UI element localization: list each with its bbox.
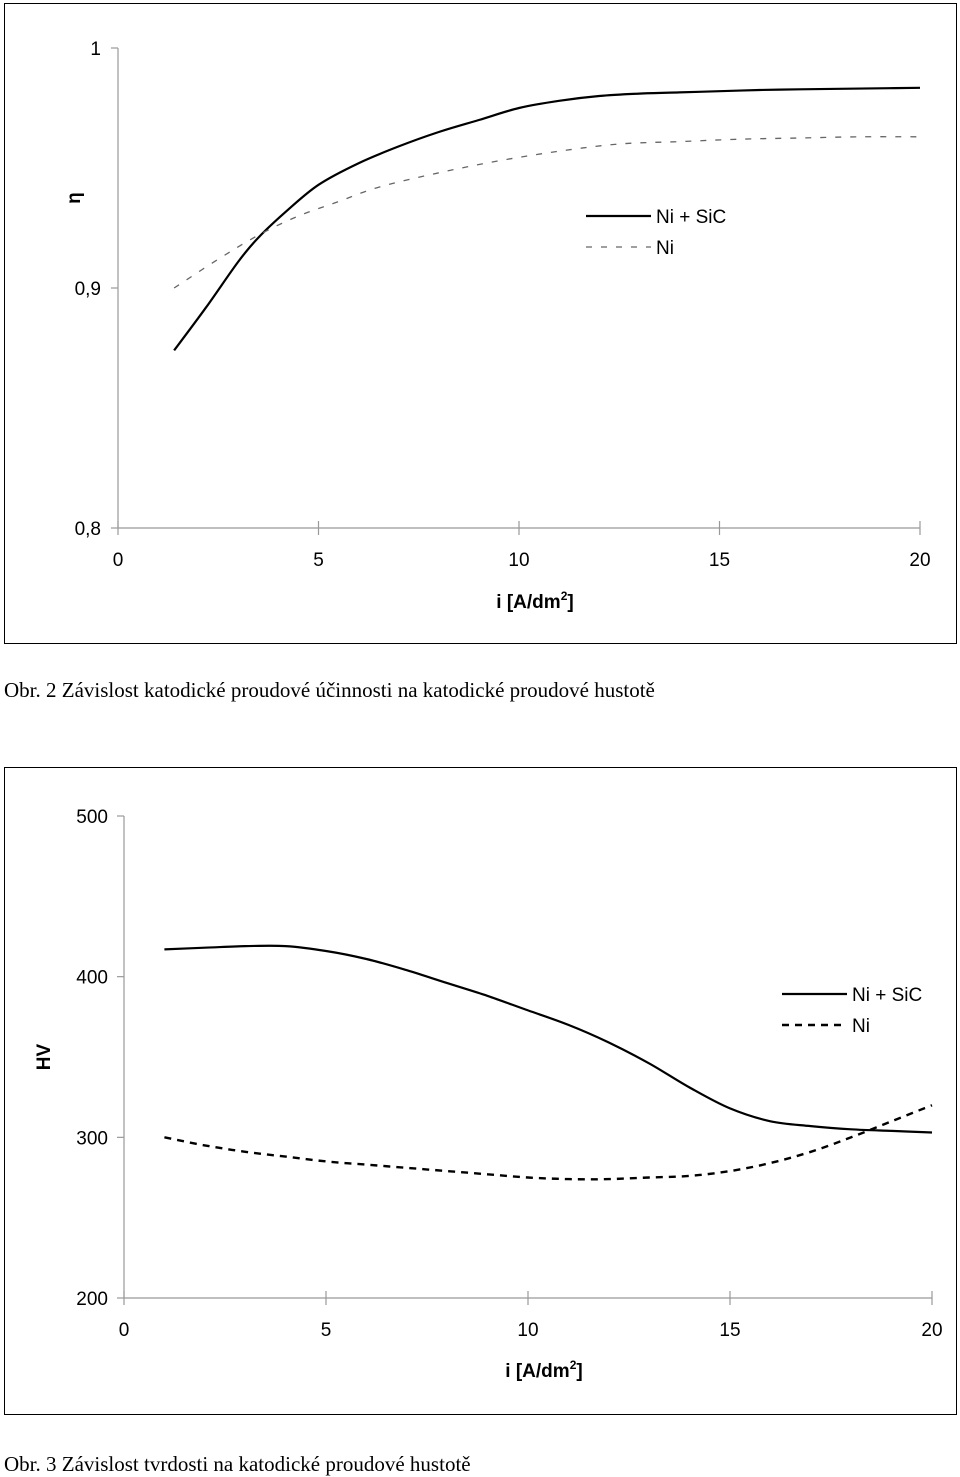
chart2-y-tick-label: 200	[76, 1289, 108, 1310]
figure-caption-2: Obr. 2 Závislost katodické proudové účin…	[4, 678, 655, 702]
chart2-x-tick-label: 15	[719, 1320, 740, 1341]
chart2-y-tick-label: 500	[76, 807, 108, 828]
chart1-series-line-ni-sic	[173, 86, 921, 352]
chart2-series-line-ni	[164, 1104, 933, 1181]
chart-efficiency-frame	[4, 3, 957, 644]
chart1-x-tick-label: 5	[313, 550, 324, 571]
chart1-x-tick-label: 20	[909, 550, 930, 571]
chart1-x-tick-label: 0	[113, 550, 124, 571]
chart2-x-axis-title: i [A/dm2]	[505, 1358, 582, 1382]
chart2-y-tick-label: 300	[76, 1128, 108, 1149]
chart-hardness-frame	[4, 767, 957, 1415]
chart1-x-tick-label: 15	[709, 550, 730, 571]
chart2-x-tick-label: 10	[517, 1320, 538, 1341]
chart2-x-tick-label: 20	[921, 1320, 942, 1341]
chart2-y-tick-label: 400	[76, 968, 108, 989]
chart1-y-tick-label: 0,8	[75, 519, 101, 540]
chart1-y-axis-title: η	[64, 192, 85, 204]
chart1-y-tick-label: 0,9	[75, 279, 101, 300]
chart2-x-tick-label: 5	[321, 1320, 332, 1341]
figure-caption-3: Obr. 3 Závislost tvrdosti na katodické p…	[4, 1452, 471, 1476]
chart2-x-tick-label: 0	[119, 1320, 130, 1341]
chart1-legend-label-ni: Ni	[656, 238, 674, 259]
chart1-legend-label-ni-sic: Ni + SiC	[656, 207, 726, 228]
chart1-x-tick-label: 10	[508, 550, 529, 571]
chart2-y-axis-title: HV	[34, 1043, 55, 1070]
chart2-series-line-ni-sic	[164, 944, 933, 1134]
chart1-y-tick-label: 1	[90, 39, 101, 60]
chart2-legend-label-ni: Ni	[852, 1016, 870, 1037]
chart1-x-axis-title: i [A/dm2]	[496, 589, 573, 613]
chart2-legend-label-ni-sic: Ni + SiC	[852, 985, 922, 1006]
